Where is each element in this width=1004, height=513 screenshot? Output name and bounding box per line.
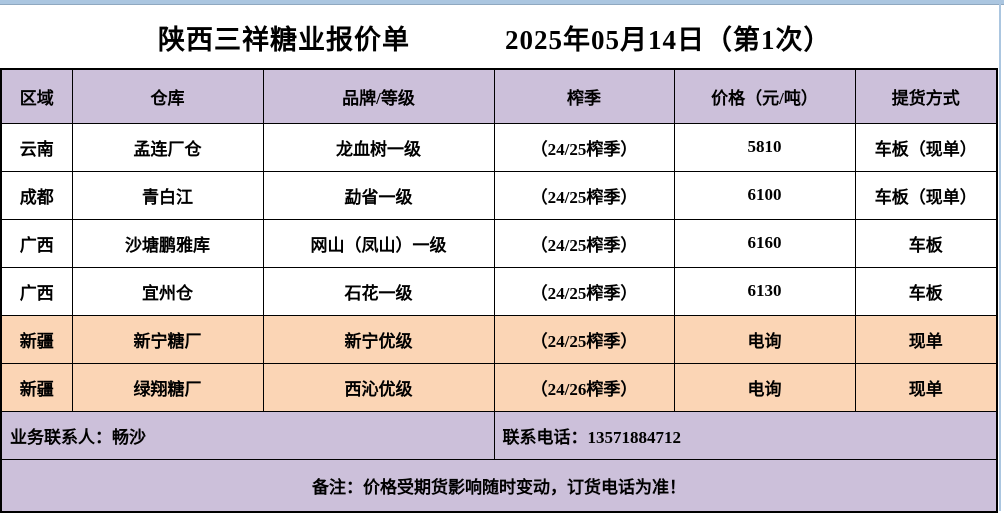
table-row: 云南 孟连厂仓 龙血树一级 （24/25榨季） 5810 车板（现单）	[0, 122, 998, 172]
title-company: 陕西三祥糖业报价单	[158, 24, 410, 55]
header-region: 区域	[0, 68, 73, 124]
cell-region: 云南	[0, 122, 73, 172]
cell-warehouse: 沙塘鹏雅库	[71, 218, 264, 268]
header-row: 区域 仓库 品牌/等级 榨季 价格（元/吨） 提货方式	[0, 68, 998, 124]
cell-region: 成都	[0, 170, 73, 220]
cell-warehouse: 新宁糖厂	[71, 314, 264, 364]
page-title: 陕西三祥糖业报价单 2025年05月14日（第1次）	[0, 6, 996, 68]
cell-pickup: 车板	[854, 266, 998, 316]
cell-region: 新疆	[0, 314, 73, 364]
cell-price: 6160	[673, 218, 856, 268]
header-pickup: 提货方式	[854, 68, 998, 124]
cell-season: （24/26榨季）	[493, 362, 675, 412]
cell-warehouse: 宜州仓	[71, 266, 264, 316]
table-row-highlighted: 新疆 绿翔糖厂 西沁优级 （24/26榨季） 电询 现单	[0, 362, 998, 412]
contact-person: 业务联系人：畅沙	[0, 410, 495, 460]
cell-warehouse: 青白江	[71, 170, 264, 220]
cell-brand: 新宁优级	[262, 314, 495, 364]
cell-brand: 网山（凤山）一级	[262, 218, 495, 268]
cell-price: 电询	[673, 314, 856, 364]
header-brand-grade: 品牌/等级	[262, 68, 495, 124]
cell-region: 新疆	[0, 362, 73, 412]
cell-season: （24/25榨季）	[493, 122, 675, 172]
cell-season: （24/25榨季）	[493, 266, 675, 316]
contact-phone: 联系电话：13571884712	[493, 410, 998, 460]
cell-price: 6100	[673, 170, 856, 220]
table-row: 成都 青白江 勐省一级 （24/25榨季） 6100 车板（现单）	[0, 170, 998, 220]
quote-table: 区域 仓库 品牌/等级 榨季 价格（元/吨） 提货方式 云南 孟连厂仓 龙血树一…	[0, 68, 998, 513]
window-edge-line	[999, 0, 1001, 511]
cell-region: 广西	[0, 266, 73, 316]
cell-pickup: 现单	[854, 314, 998, 364]
cell-price: 5810	[673, 122, 856, 172]
cell-warehouse: 绿翔糖厂	[71, 362, 264, 412]
note-text: 备注：价格受期货影响随时变动，订货电话为准！	[0, 458, 998, 513]
cell-brand: 石花一级	[262, 266, 495, 316]
cell-price: 电询	[673, 362, 856, 412]
cell-season: （24/25榨季）	[493, 218, 675, 268]
cell-pickup: 车板（现单）	[854, 170, 998, 220]
cell-brand: 龙血树一级	[262, 122, 495, 172]
cell-pickup: 现单	[854, 362, 998, 412]
header-warehouse: 仓库	[71, 68, 264, 124]
cell-pickup: 车板（现单）	[854, 122, 998, 172]
table-row-highlighted: 新疆 新宁糖厂 新宁优级 （24/25榨季） 电询 现单	[0, 314, 998, 364]
cell-region: 广西	[0, 218, 73, 268]
cell-pickup: 车板	[854, 218, 998, 268]
title-date: 2025年05月14日（第1次）	[505, 24, 832, 55]
header-season: 榨季	[493, 68, 675, 124]
contact-row: 业务联系人：畅沙 联系电话：13571884712	[0, 410, 998, 460]
cell-warehouse: 孟连厂仓	[71, 122, 264, 172]
header-price: 价格（元/吨）	[673, 68, 856, 124]
table-row: 广西 沙塘鹏雅库 网山（凤山）一级 （24/25榨季） 6160 车板	[0, 218, 998, 268]
table-row: 广西 宜州仓 石花一级 （24/25榨季） 6130 车板	[0, 266, 998, 316]
cell-price: 6130	[673, 266, 856, 316]
cell-brand: 勐省一级	[262, 170, 495, 220]
cell-season: （24/25榨季）	[493, 314, 675, 364]
cell-brand: 西沁优级	[262, 362, 495, 412]
note-row: 备注：价格受期货影响随时变动，订货电话为准！	[0, 458, 998, 513]
cell-season: （24/25榨季）	[493, 170, 675, 220]
top-strip	[0, 0, 1004, 5]
